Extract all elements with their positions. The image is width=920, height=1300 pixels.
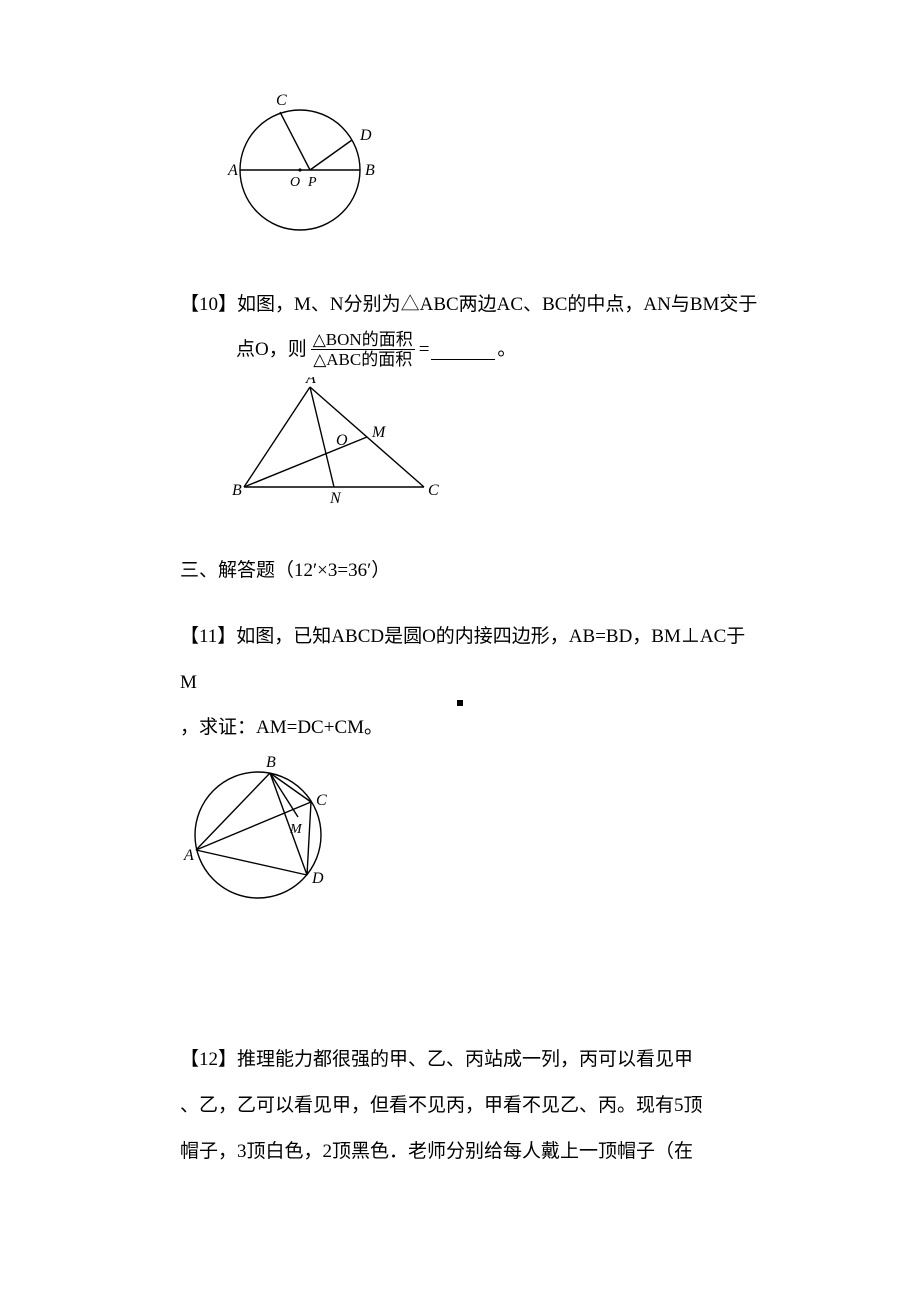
q10-line2-prefix: 点O，则 <box>236 327 307 373</box>
svg-text:M: M <box>371 424 387 441</box>
q10-frac-num: △BON的面积 <box>311 330 415 351</box>
svg-text:B: B <box>365 162 375 179</box>
svg-text:O: O <box>336 432 348 449</box>
svg-text:B: B <box>232 482 242 499</box>
q10-line2-suffix: 。 <box>497 327 516 373</box>
q12-line1: 【12】推理能力都很强的甲、乙、丙站成一列，丙可以看见甲 <box>180 1037 760 1083</box>
svg-text:O: O <box>290 175 300 190</box>
svg-text:B: B <box>266 755 276 771</box>
svg-text:A: A <box>183 847 194 864</box>
q10-fraction: △BON的面积 △ABC的面积 <box>311 330 415 370</box>
svg-text:N: N <box>329 490 342 507</box>
q12-line2: 、乙，乙可以看见甲，但看不见丙，甲看不见乙、丙。现有5顶 <box>180 1083 760 1129</box>
q9-figure-svg: A B C D O P <box>210 90 400 250</box>
q10-text: 【10】如图，M、N分别为△ABC两边AC、BC的中点，AN与BM交于 点O，则… <box>180 282 760 373</box>
q12-text: 【12】推理能力都很强的甲、乙、丙站成一列，丙可以看见甲 、乙，乙可以看见甲，但… <box>180 1037 760 1174</box>
svg-text:C: C <box>428 482 439 499</box>
svg-text:A: A <box>305 377 316 387</box>
svg-text:D: D <box>359 127 372 144</box>
q12-line3: 帽子，3顶白色，2顶黑色．老师分别给每人戴上一顶帽子（在 <box>180 1129 760 1175</box>
svg-text:C: C <box>316 792 327 809</box>
q11-figure: A B C D M <box>180 755 760 928</box>
svg-text:C: C <box>276 92 287 109</box>
q11-line2: ，求证：AM=DC+CM。 <box>180 705 760 751</box>
q10-figure-svg: A B C M N O <box>224 377 444 509</box>
q10-equals: = <box>419 327 430 373</box>
q10-line1: 【10】如图，M、N分别为△ABC两边AC、BC的中点，AN与BM交于 <box>180 282 760 328</box>
q11-figure-svg: A B C D M <box>180 755 350 910</box>
page-center-marker <box>457 700 463 706</box>
q11-text: 【11】如图，已知ABCD是圆O的内接四边形，AB=BD，BM⊥AC于M ，求证… <box>180 614 760 751</box>
q9-figure: A B C D O P <box>210 90 760 268</box>
q10-answer-blank <box>431 340 495 360</box>
svg-text:M: M <box>289 822 303 837</box>
q10-line2: 点O，则 △BON的面积 △ABC的面积 = 。 <box>180 327 760 373</box>
q11-line1: 【11】如图，已知ABCD是圆O的内接四边形，AB=BD，BM⊥AC于M <box>180 614 760 705</box>
svg-text:D: D <box>311 870 324 887</box>
svg-text:P: P <box>307 175 317 190</box>
q10-figure: A B C M N O <box>224 377 760 527</box>
section3-title: 三、解答题（12′×3=36′） <box>180 548 760 594</box>
svg-text:A: A <box>227 162 238 179</box>
q10-frac-den: △ABC的面积 <box>311 350 414 370</box>
